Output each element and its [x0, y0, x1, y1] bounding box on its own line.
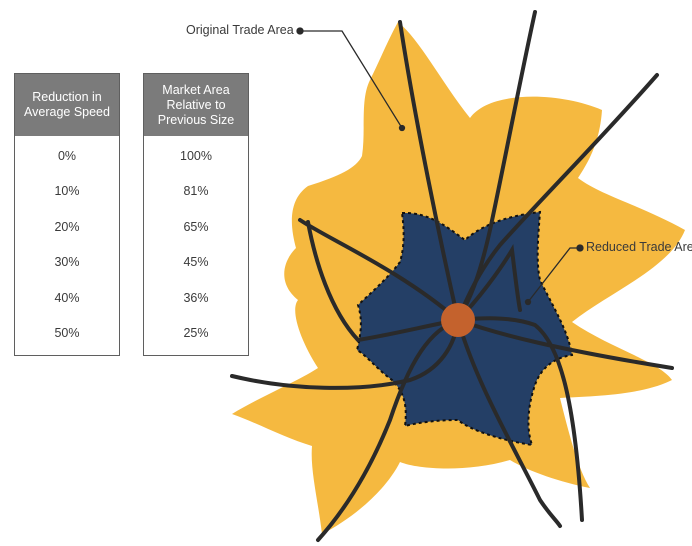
reduced-trade-area-label: Reduced Trade Area [586, 240, 692, 254]
market-area-body: 100% 81% 65% 45% 36% 25% [144, 136, 248, 355]
speed-reduction-cell: 30% [54, 255, 80, 270]
market-area-table: Market Area Relative to Previous Size 10… [143, 73, 249, 356]
road [298, 218, 460, 322]
original-trade-area-label: Original Trade Area [186, 23, 294, 37]
market-area-cell: 45% [183, 255, 209, 270]
speed-reduction-header: Reduction in Average Speed [15, 74, 119, 136]
roads [230, 10, 674, 542]
road [230, 318, 460, 390]
market-area-cell: 100% [180, 148, 212, 163]
town-center [441, 303, 475, 337]
road [306, 220, 460, 343]
road [456, 318, 674, 370]
market-area-cell: 25% [183, 326, 209, 341]
speed-reduction-cell: 40% [54, 290, 80, 305]
road [456, 316, 584, 522]
road [398, 20, 562, 528]
market-area-cell: 81% [183, 184, 209, 199]
speed-reduction-table: Reduction in Average Speed 0% 10% 20% 30… [14, 73, 120, 356]
speed-reduction-body: 0% 10% 20% 30% 40% 50% [15, 136, 119, 355]
original-callout [296, 27, 406, 132]
speed-reduction-cell: 10% [54, 184, 80, 199]
speed-reduction-cell: 50% [54, 326, 80, 341]
road [456, 73, 659, 322]
reduced-callout [524, 244, 584, 306]
market-area-cell: 36% [183, 290, 209, 305]
market-area-header: Market Area Relative to Previous Size [144, 74, 248, 136]
road [316, 318, 460, 542]
market-area-cell: 65% [183, 219, 209, 234]
speed-reduction-cell: 20% [54, 219, 80, 234]
speed-reduction-cell: 0% [57, 148, 77, 163]
road [456, 243, 522, 322]
